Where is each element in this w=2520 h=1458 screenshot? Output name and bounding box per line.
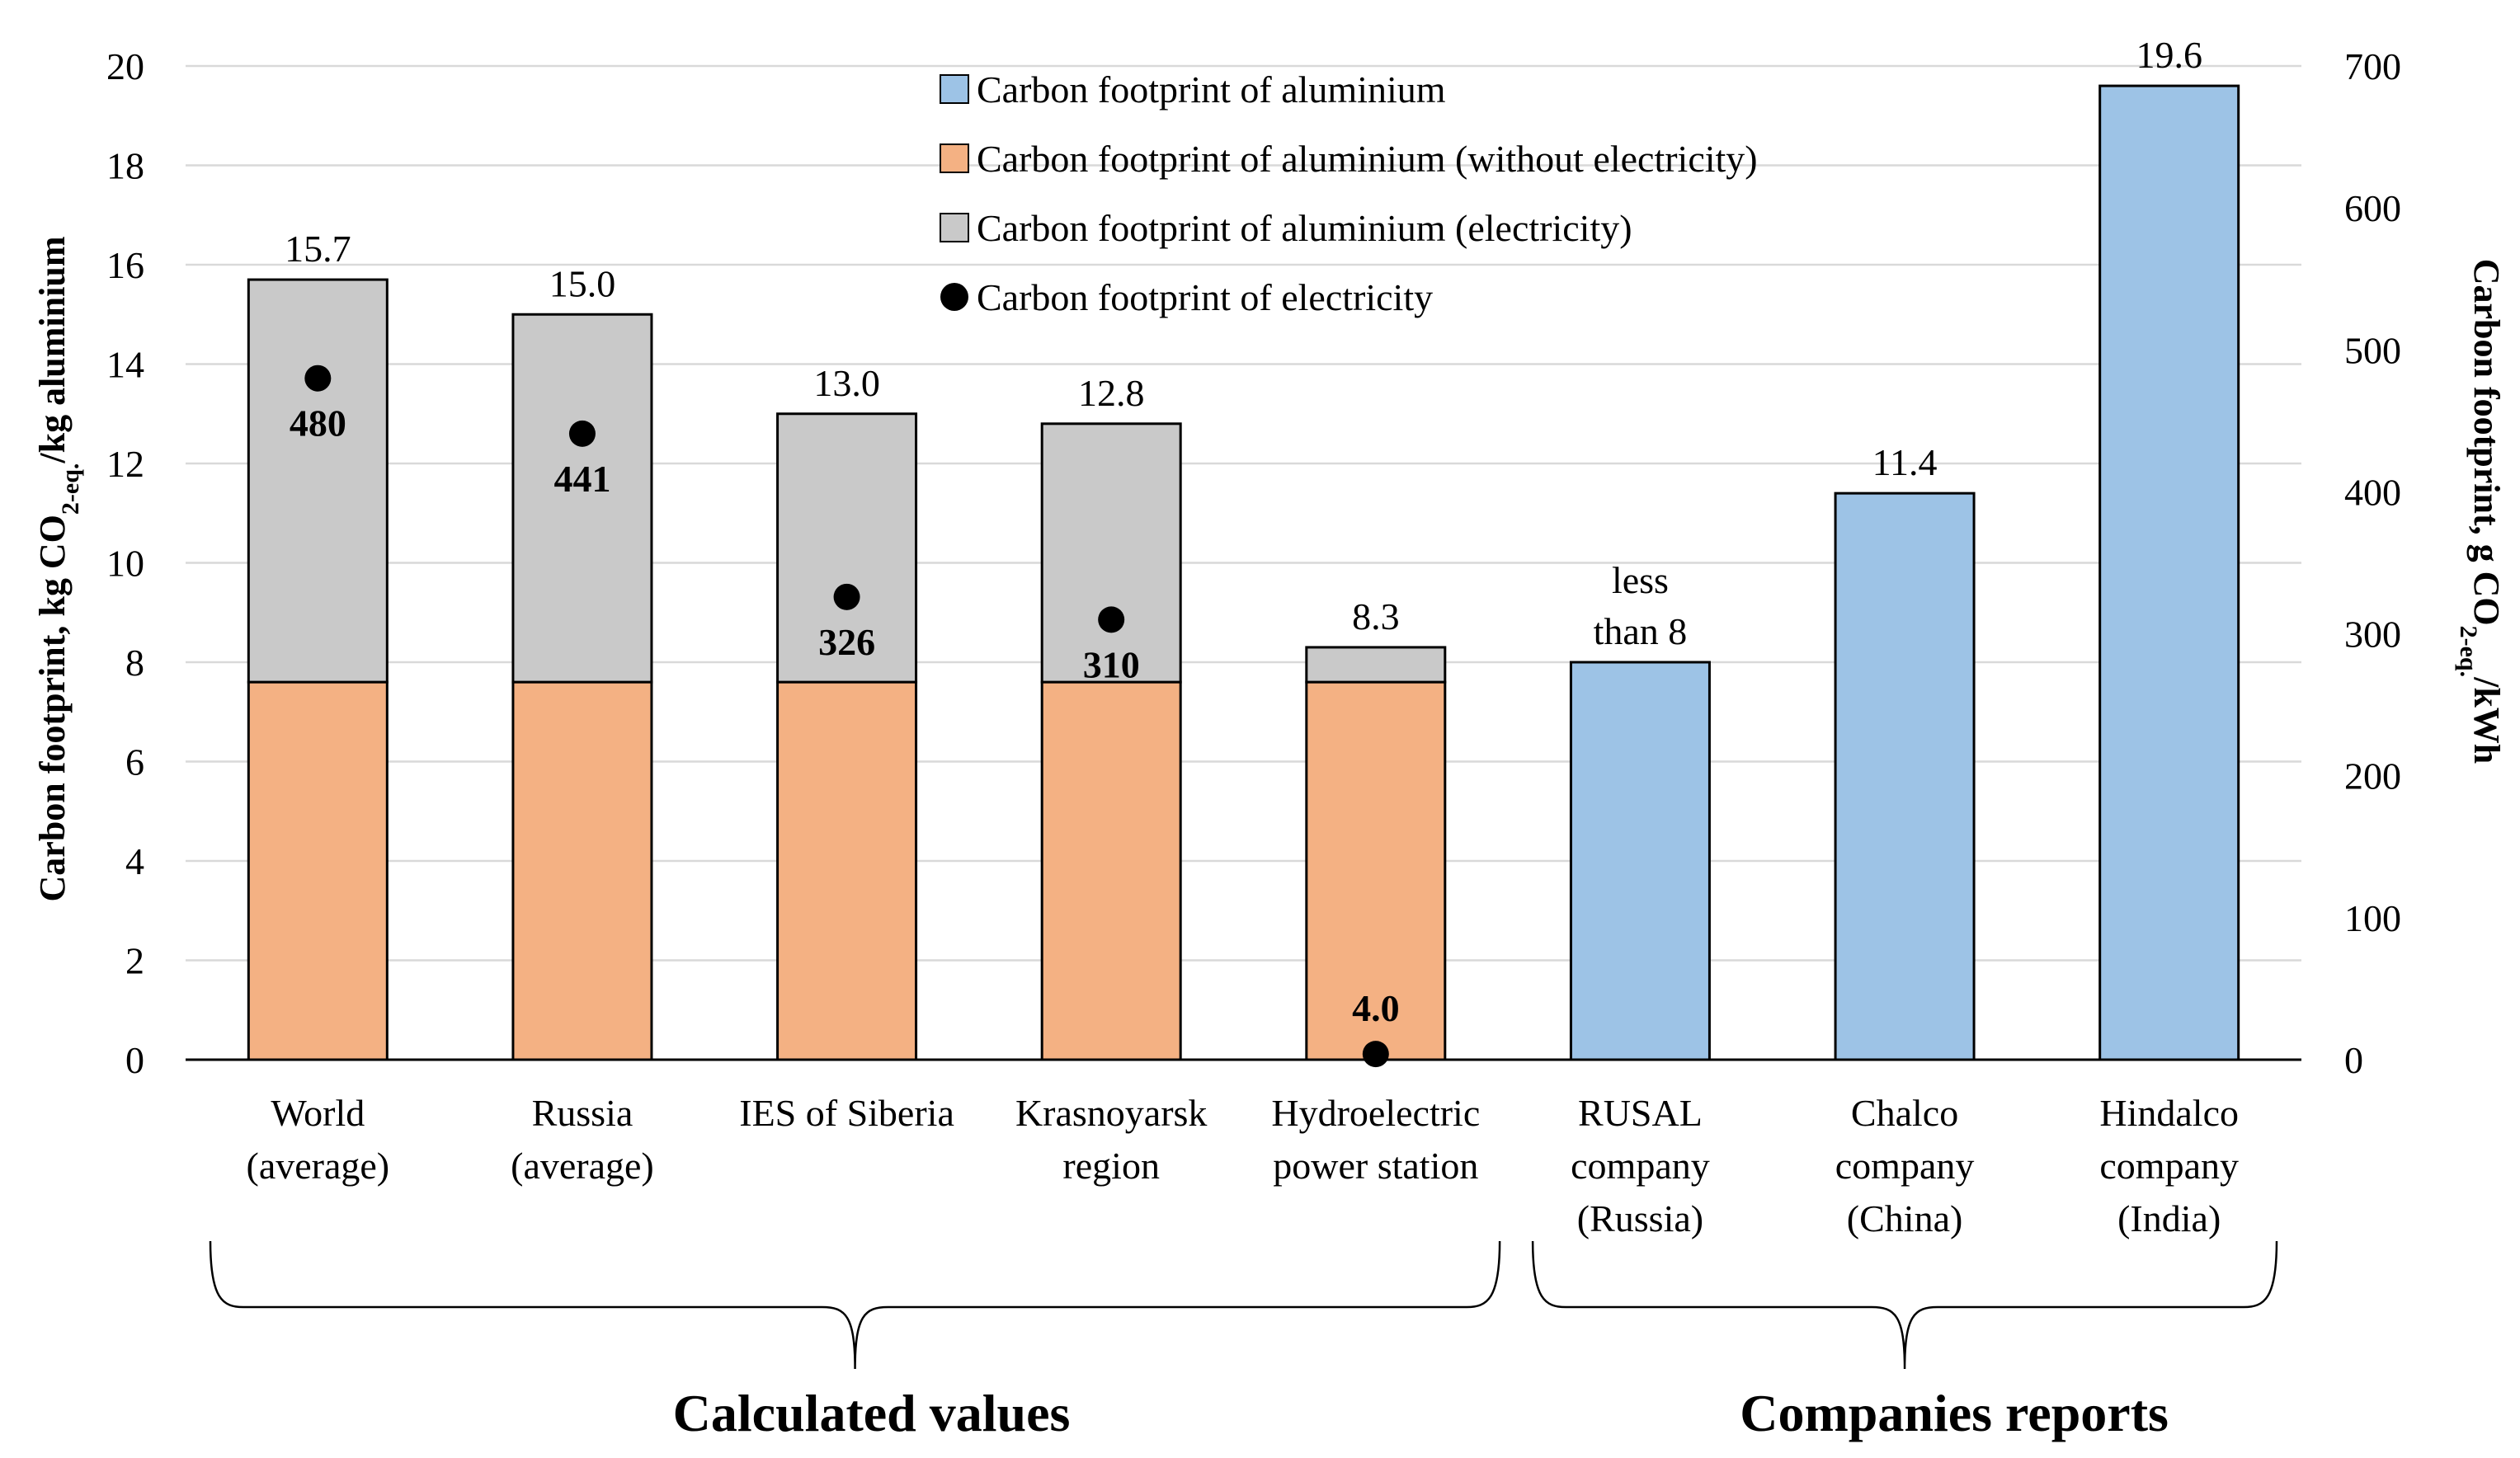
bar-segment-2-5 bbox=[1569, 661, 1711, 1061]
electricity-marker-0 bbox=[304, 364, 332, 392]
category-label: company bbox=[2099, 1145, 2239, 1187]
bar-segment-1-3 bbox=[1040, 422, 1182, 684]
category-label: region bbox=[1062, 1145, 1160, 1187]
category-label: RUSAL bbox=[1578, 1092, 1703, 1134]
value-label: 19.6 bbox=[2136, 34, 2202, 76]
bar-segment-1-1 bbox=[511, 313, 653, 684]
left-axis-ticks: 0 2 4 6 8 10 12 14 16 18 20 bbox=[106, 45, 144, 1081]
group-brace bbox=[209, 1240, 1501, 1370]
gridlines bbox=[186, 64, 2301, 962]
electricity-label: 441 bbox=[553, 458, 610, 500]
value-label: 8.3 bbox=[1352, 595, 1400, 637]
bar-segment-2-6 bbox=[1834, 491, 1976, 1061]
electricity-label: 480 bbox=[290, 402, 346, 444]
category-label: Hydroelectric bbox=[1271, 1092, 1480, 1134]
legend-label: Carbon footprint of aluminium bbox=[977, 68, 1446, 111]
category-label: Russia bbox=[532, 1092, 634, 1134]
bar-segment-1-0 bbox=[247, 278, 389, 684]
legend-swatch bbox=[940, 74, 969, 104]
right-axis-ticks: 0 100 200 300 400 500 600 700 bbox=[2344, 45, 2401, 1081]
total-value-labels: 15.7 15.0 13.0 12.8 8.3 less than 8 11.4 19.6 bbox=[285, 34, 2202, 652]
right-tick-label: 200 bbox=[2344, 755, 2401, 797]
electricity-marker-2 bbox=[833, 583, 860, 610]
bar-segment-0-4 bbox=[1305, 680, 1447, 1061]
value-label: 13.0 bbox=[813, 362, 880, 404]
legend-label: Carbon footprint of aluminium (electrici… bbox=[977, 207, 1632, 249]
category-label: Krasnoyarsk bbox=[1015, 1092, 1208, 1134]
value-label: less bbox=[1612, 559, 1669, 601]
legend-label: Carbon footprint of aluminium (without e… bbox=[977, 138, 1758, 180]
left-tick-label: 16 bbox=[106, 244, 144, 286]
left-tick-label: 2 bbox=[125, 940, 144, 982]
category-label: IES of Siberia bbox=[739, 1092, 954, 1134]
left-tick-label: 14 bbox=[106, 344, 144, 386]
bar-segment-1-2 bbox=[776, 412, 918, 684]
bar-segment-0-0 bbox=[247, 680, 389, 1061]
right-tick-label: 700 bbox=[2344, 45, 2401, 87]
group-label: Companies reports bbox=[1740, 1384, 2169, 1442]
left-axis-title: Carbon footprint, kg CO2-eq./kg aluminiu… bbox=[32, 237, 84, 902]
left-tick-label: 10 bbox=[106, 543, 144, 585]
left-tick-label: 12 bbox=[106, 443, 144, 485]
right-tick-label: 600 bbox=[2344, 187, 2401, 229]
right-tick-label: 100 bbox=[2344, 897, 2401, 939]
category-label: (China) bbox=[1847, 1197, 1963, 1239]
electricity-markers: 480 441 326 310 4.0 bbox=[290, 364, 1400, 1068]
category-label: (average) bbox=[511, 1145, 654, 1187]
left-tick-label: 4 bbox=[125, 840, 144, 882]
left-tick-label: 20 bbox=[106, 45, 144, 87]
axis-titles: Carbon footprint, kg CO2-eq./kg aluminiu… bbox=[32, 237, 2507, 902]
category-label: power station bbox=[1273, 1145, 1478, 1187]
right-tick-label: 0 bbox=[2344, 1039, 2363, 1081]
value-label: 15.7 bbox=[285, 228, 351, 270]
left-tick-label: 6 bbox=[125, 741, 144, 783]
group-label: Calculated values bbox=[673, 1384, 1071, 1442]
category-labels: World (average) Russia (average) IES of Sibe… bbox=[247, 1092, 2240, 1239]
legend: Carbon footprint of aluminium Carbon foot… bbox=[940, 68, 1758, 318]
right-tick-label: 300 bbox=[2344, 614, 2401, 656]
legend-marker bbox=[940, 283, 968, 311]
electricity-label: 326 bbox=[818, 621, 875, 663]
category-label: Hindalco bbox=[2099, 1092, 2239, 1134]
electricity-marker-4 bbox=[1362, 1041, 1389, 1068]
group-braces: Calculated values Companies reports bbox=[209, 1240, 2278, 1442]
category-label: company bbox=[1571, 1145, 1710, 1187]
bar-segment-0-1 bbox=[511, 680, 653, 1061]
bar-segment-2-7 bbox=[2098, 84, 2240, 1061]
electricity-label: 310 bbox=[1083, 643, 1140, 685]
value-label: 12.8 bbox=[1078, 372, 1145, 414]
bar-segment-0-3 bbox=[1040, 680, 1182, 1061]
legend-label: Carbon footprint of electricity bbox=[977, 276, 1433, 318]
bar-segment-0-2 bbox=[776, 680, 918, 1061]
electricity-marker-1 bbox=[568, 420, 596, 447]
right-tick-label: 400 bbox=[2344, 471, 2401, 513]
legend-swatch bbox=[940, 143, 969, 173]
left-tick-label: 8 bbox=[125, 642, 144, 684]
category-label: (Russia) bbox=[1577, 1197, 1703, 1239]
category-label: (India) bbox=[2117, 1197, 2221, 1239]
left-tick-label: 18 bbox=[106, 145, 144, 187]
left-tick-label: 0 bbox=[125, 1039, 144, 1081]
value-label: 11.4 bbox=[1872, 441, 1938, 483]
right-tick-label: 500 bbox=[2344, 329, 2401, 371]
group-brace bbox=[1531, 1240, 2278, 1370]
bar-segment-1-4 bbox=[1305, 646, 1447, 684]
value-label: than 8 bbox=[1594, 610, 1688, 652]
legend-swatch bbox=[940, 213, 969, 242]
category-label: World bbox=[271, 1092, 365, 1134]
electricity-label: 4.0 bbox=[1352, 987, 1400, 1029]
right-axis-title: Carbon footprint, g CO2-eq./kWh bbox=[2456, 259, 2508, 764]
category-label: (average) bbox=[247, 1145, 390, 1187]
category-label: Chalco bbox=[1851, 1092, 1958, 1134]
category-label: company bbox=[1835, 1145, 1975, 1187]
electricity-marker-3 bbox=[1098, 606, 1125, 633]
value-label: 15.0 bbox=[549, 262, 616, 304]
